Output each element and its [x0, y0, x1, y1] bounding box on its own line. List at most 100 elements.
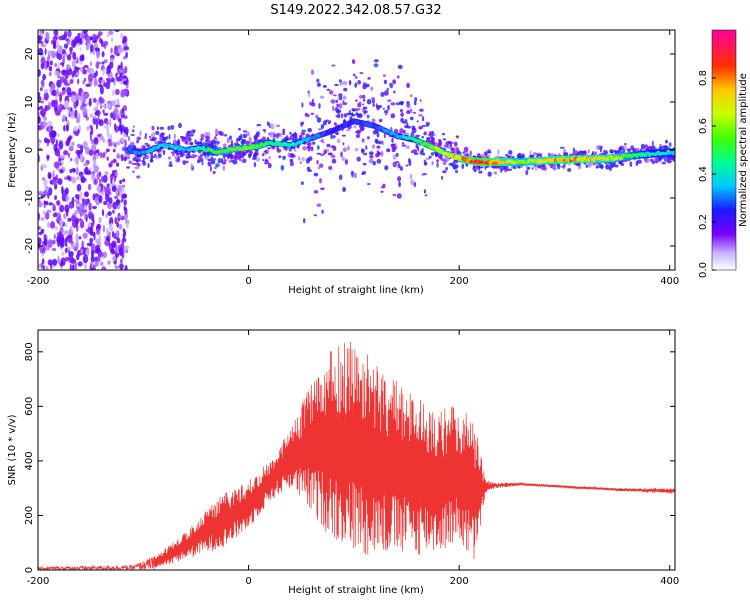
spectral-cell	[583, 150, 587, 156]
spectral-cell	[337, 113, 341, 119]
noise-speckle	[41, 164, 48, 169]
noise-speckle	[113, 49, 119, 56]
spectral-cell	[253, 161, 257, 168]
noise-speckle	[38, 92, 41, 97]
x-tick-label: 0	[245, 576, 251, 587]
noise-speckle	[81, 240, 84, 250]
noise-speckle	[54, 70, 60, 76]
noise-speckle	[53, 233, 57, 240]
noise-speckle	[59, 226, 64, 234]
x-tick-label: 200	[450, 576, 469, 587]
spectral-cell	[663, 145, 668, 148]
spectral-cell	[419, 108, 424, 112]
spectral-cell	[316, 78, 320, 83]
spectral-cell	[184, 140, 188, 145]
snr-panel: -200 0 200 400 0 200 400 600 800 Height of strai…	[7, 329, 679, 596]
noise-speckle	[82, 66, 85, 70]
spectral-cell	[329, 90, 334, 95]
noise-speckle	[60, 257, 66, 266]
ridge-cell	[591, 158, 596, 162]
spectral-cell	[389, 83, 394, 89]
spectral-cell	[442, 138, 447, 141]
spectral-cell	[380, 92, 385, 97]
spectral-cell	[350, 170, 354, 176]
spectral-cell	[418, 113, 423, 117]
noise-speckle	[109, 61, 114, 69]
noise-speckle	[86, 67, 91, 73]
spectral-cell	[358, 95, 364, 99]
spectral-cell	[529, 154, 534, 158]
spectral-cell	[335, 115, 338, 118]
spectral-cell	[537, 153, 542, 157]
noise-speckle	[53, 143, 58, 152]
spectral-cell	[226, 137, 230, 144]
noise-speckle	[89, 61, 92, 66]
noise-speckle	[99, 178, 101, 185]
noise-speckle	[116, 154, 122, 158]
noise-speckle	[103, 125, 109, 129]
spectral-cell	[559, 146, 565, 149]
noise-speckle	[117, 65, 121, 69]
noise-speckle	[102, 104, 107, 108]
spectral-cell	[128, 160, 133, 165]
spectral-cell	[351, 112, 354, 117]
noise-speckle	[110, 47, 113, 54]
noise-speckle	[74, 156, 80, 164]
colorbar: 0.0 0.2 0.4 0.6 0.8 Normalized spectral ampl…	[698, 29, 749, 278]
spectral-cell	[185, 160, 189, 164]
noise-speckle	[45, 212, 50, 220]
spectral-cell	[190, 163, 193, 170]
spectral-cell	[441, 132, 446, 136]
noise-speckle	[114, 107, 118, 115]
noise-speckle	[65, 140, 70, 147]
spectral-cell	[276, 146, 280, 150]
spectral-cell	[635, 160, 639, 167]
noise-speckle	[114, 30, 120, 33]
noise-speckle	[38, 237, 42, 246]
noise-speckle	[53, 30, 59, 36]
spectral-cell	[338, 93, 343, 98]
spectral-cell	[331, 158, 337, 164]
spectral-cell	[146, 144, 151, 148]
spectral-cell	[395, 152, 399, 157]
noise-speckle	[118, 215, 123, 219]
spectral-cell	[624, 142, 627, 146]
noise-speckle	[40, 40, 44, 45]
spectral-cell	[383, 74, 386, 77]
spectral-cell	[262, 129, 266, 132]
spectral-cell	[376, 105, 380, 111]
noise-speckle	[123, 126, 129, 135]
spectral-cell	[376, 158, 382, 164]
spectral-cell	[602, 149, 608, 153]
spectral-cell	[419, 150, 424, 156]
ridge-cell	[450, 153, 455, 157]
noise-speckle	[57, 178, 63, 185]
noise-speckle	[67, 235, 73, 244]
spectral-cell	[613, 160, 616, 166]
noise-speckle	[47, 193, 50, 199]
spectral-cell	[342, 147, 347, 152]
spectral-cell	[412, 149, 418, 154]
spectral-cell	[351, 108, 356, 112]
spectral-cell	[185, 132, 190, 137]
noise-speckle	[119, 72, 123, 77]
spectral-cell	[270, 123, 274, 128]
noise-speckle	[123, 245, 128, 254]
noise-speckle	[87, 183, 92, 191]
noise-speckle	[82, 69, 87, 75]
noise-speckle	[80, 144, 84, 154]
spectral-cell	[332, 94, 337, 97]
noise-speckle	[96, 201, 99, 206]
noise-speckle	[66, 107, 71, 111]
noise-speckle	[82, 254, 89, 264]
spectral-cell	[306, 146, 311, 149]
noise-speckle	[106, 227, 109, 236]
noise-speckle	[116, 162, 120, 167]
spectral-cell	[405, 132, 410, 136]
spectral-cell	[365, 83, 370, 88]
spectral-cell	[154, 140, 158, 145]
spectral-cell	[170, 124, 175, 130]
spectral-cell	[267, 162, 272, 169]
noise-speckle	[115, 72, 118, 79]
noise-speckle	[92, 98, 97, 103]
